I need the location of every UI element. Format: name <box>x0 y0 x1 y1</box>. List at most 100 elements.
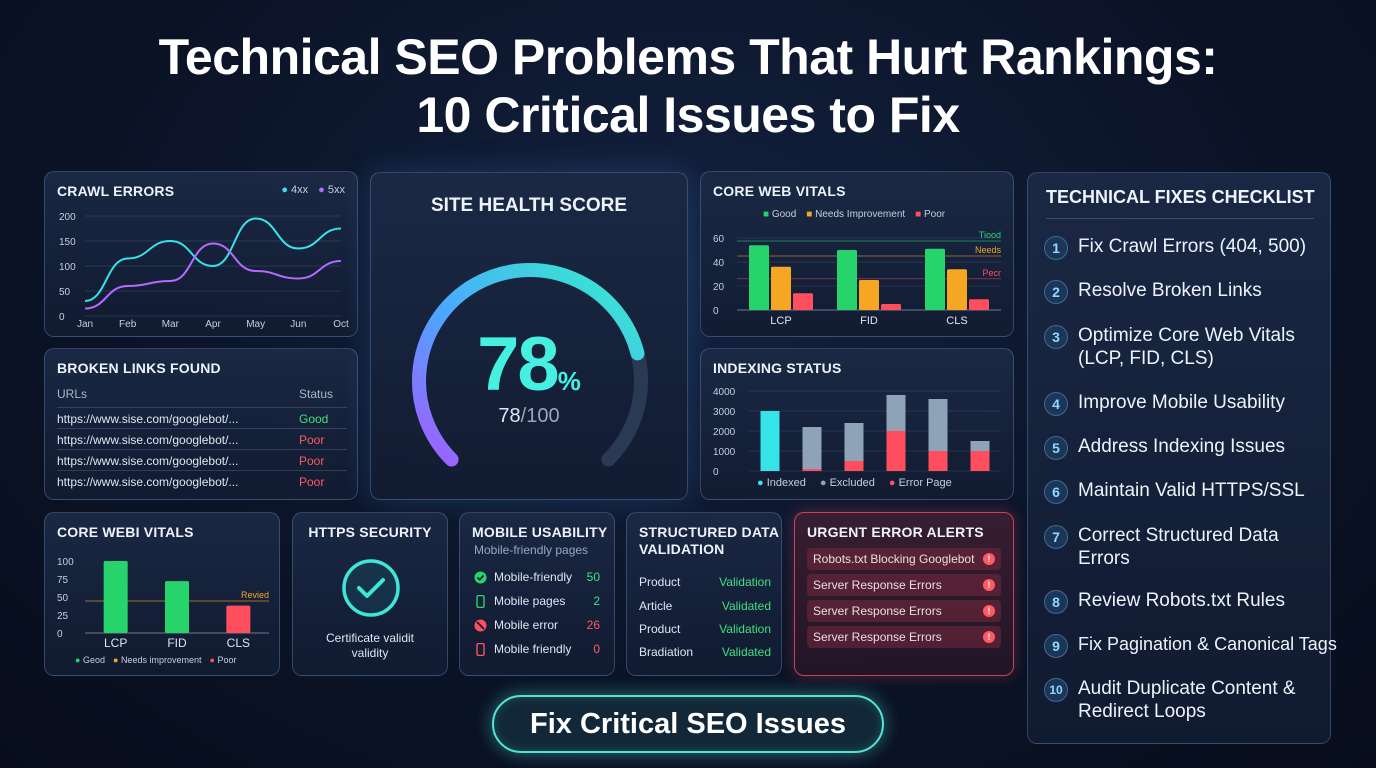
bar-good <box>925 248 945 310</box>
checklist-item[interactable]: 6 Maintain Valid HTTPS/SSL <box>1044 479 1358 504</box>
series-line-5xx <box>84 242 342 310</box>
checklist-number: 7 <box>1044 525 1068 549</box>
urgent-alerts-panel: URGENT ERROR ALERTS Robots.txt Blocking … <box>794 512 1014 676</box>
fix-seo-issues-button[interactable]: Fix Critical SEO Issues <box>492 695 884 753</box>
bar-good <box>749 245 769 310</box>
table-row[interactable]: https://www.sise.com/googlebot/... Poor <box>57 449 347 468</box>
legend-excluded: ● Excluded <box>819 477 875 489</box>
gauge-fill <box>412 263 645 467</box>
checklist-item[interactable]: 9 Fix Pagination & Canonical Tags <box>1044 633 1358 658</box>
bar-needs-improvement <box>947 269 967 310</box>
x-tick-label: CLS <box>946 315 967 327</box>
mobile-row-label: Mobile friendly <box>494 642 572 656</box>
bar-poor <box>881 304 901 310</box>
mobile-row-value: 0 <box>593 642 600 656</box>
checklist-number: 2 <box>1044 280 1068 304</box>
link-url[interactable]: https://www.sise.com/googlebot/... <box>57 433 239 447</box>
checklist-text: Review Robots.txt Rules <box>1078 590 1285 611</box>
checklist-item[interactable]: 5 Address Indexing Issues <box>1044 435 1358 460</box>
core-web-vitals-panel: CORE WEB VITALS ■ Good ■ Needs Improveme… <box>700 171 1014 337</box>
alert-icon: ! <box>983 553 995 565</box>
sd-type: Article <box>639 599 673 613</box>
checklist-number: 1 <box>1044 236 1068 260</box>
bar-cls <box>226 605 251 633</box>
cwv-title: CORE WEB VITALS <box>713 183 846 199</box>
site-health-title: SITE HEALTH SCORE <box>431 195 627 216</box>
checklist-item[interactable]: 7 Correct Structured Data Errors <box>1044 524 1308 570</box>
x-tick-label: May <box>246 319 265 330</box>
threshold-label: Revied <box>241 590 269 600</box>
y-tick-label: 100 <box>59 262 76 273</box>
checklist-number: 8 <box>1044 590 1068 614</box>
structured-data-title: STRUCTURED DATA VALIDATION <box>639 524 780 557</box>
bar-error <box>844 461 864 471</box>
link-url[interactable]: https://www.sise.com/googlebot/... <box>57 475 239 489</box>
link-url[interactable]: https://www.sise.com/googlebot/... <box>57 454 239 468</box>
table-row[interactable]: https://www.sise.com/googlebot/... Poor <box>57 428 347 447</box>
alert-icon: ! <box>983 579 995 591</box>
sd-type: Product <box>639 622 681 636</box>
checklist-number: 9 <box>1044 634 1068 658</box>
alert-item[interactable]: Server Response Errors ! <box>807 574 1001 596</box>
mobile-subtitle: Mobile-friendly pages <box>474 543 589 557</box>
checklist-item[interactable]: 8 Review Robots.txt Rules <box>1044 589 1358 614</box>
list-item: Mobile error 26 <box>474 618 600 632</box>
alert-item[interactable]: Server Response Errors ! <box>807 626 1001 648</box>
y-tick-label: 4000 <box>713 387 736 398</box>
checklist-item[interactable]: 10 Audit Duplicate Content & Redirect Lo… <box>1044 677 1318 723</box>
checklist-divider <box>1046 218 1314 219</box>
bar-excluded <box>802 427 822 471</box>
table-row[interactable]: https://www.sise.com/googlebot/... Poor <box>57 470 347 489</box>
bar-fid <box>165 581 189 633</box>
y-tick-label: 150 <box>59 237 76 248</box>
col-urls: URLs <box>57 387 88 401</box>
x-tick-label: Jun <box>290 319 306 330</box>
cwv-bottom-legend: ● Geod ● Needs improvement ● Poor <box>75 655 236 665</box>
crawl-errors-title: CRAWL ERRORS <box>57 183 175 199</box>
list-item: Mobile pages 2 <box>474 594 600 608</box>
table-row: Product Validation <box>639 622 771 636</box>
legend-needs-improvement: ● Needs improvement <box>112 655 202 665</box>
bar-poor <box>969 299 989 310</box>
mobile-row-value: 2 <box>593 594 600 608</box>
link-url[interactable]: https://www.sise.com/googlebot/... <box>57 412 239 426</box>
series-line-4xx <box>84 217 342 302</box>
alert-item[interactable]: Server Response Errors ! <box>807 600 1001 622</box>
alert-item[interactable]: Robots.txt Blocking Googlebot ! <box>807 548 1001 570</box>
bar-needs-improvement <box>859 280 879 310</box>
x-tick-label: LCP <box>104 636 127 650</box>
bar-indexed <box>760 411 780 471</box>
bar-error <box>970 451 990 471</box>
checklist-panel: TECHNICAL FIXES CHECKLIST 1 Fix Crawl Er… <box>1027 172 1337 744</box>
link-status: Good <box>299 412 329 426</box>
list-item: Mobile friendly 0 <box>474 642 600 656</box>
table-row: Bradiation Validated <box>639 645 771 659</box>
table-row[interactable]: https://www.sise.com/googlebot/... Good <box>57 407 347 426</box>
legend-error: ● Error Page <box>888 477 952 489</box>
phone-icon <box>476 594 485 608</box>
legend-geod: ● Geod <box>75 655 105 665</box>
checklist-item[interactable]: 3 Optimize Core Web Vitals (LCP, FID, CL… <box>1044 324 1328 370</box>
x-tick-label: FID <box>167 636 187 650</box>
health-score-value: 78 <box>477 322 560 407</box>
bar-poor <box>793 293 813 310</box>
legend-needs: ■ Needs Improvement <box>806 209 906 220</box>
checklist-item[interactable]: 4 Improve Mobile Usability <box>1044 391 1358 416</box>
title-line-2: 10 Critical Issues to Fix <box>416 87 960 143</box>
broken-links-header: URLs Status <box>57 387 347 401</box>
mobile-title: MOBILE USABILITY <box>472 524 608 540</box>
checklist-item[interactable]: 1 Fix Crawl Errors (404, 500) <box>1044 235 1358 260</box>
x-tick-label: LCP <box>770 315 791 327</box>
check-circle-icon <box>342 559 400 617</box>
cwv-chart: 0 20 40 60 Tiood Needs Pecr LCP FID CLS <box>713 230 1002 327</box>
mobile-row-label: Mobile-friendly <box>494 570 573 584</box>
crawl-errors-chart: 0 50 100 150 200 Jan Feb Mar Apr May Jun Oct <box>59 212 349 330</box>
x-tick-label: CLS <box>227 636 250 650</box>
x-tick-label: Apr <box>205 319 221 330</box>
sd-status: Validation <box>719 575 771 589</box>
structured-data-panel: STRUCTURED DATA VALIDATION Product Valid… <box>626 512 782 676</box>
crawl-errors-panel: CRAWL ERRORS ● 4xx ● 5xx 0 50 100 150 200 Jan… <box>44 171 358 337</box>
checklist-item[interactable]: 2 Resolve Broken Links <box>1044 279 1358 304</box>
legend-poor: ■ Poor <box>915 209 946 220</box>
y-tick-label: 3000 <box>713 407 736 418</box>
